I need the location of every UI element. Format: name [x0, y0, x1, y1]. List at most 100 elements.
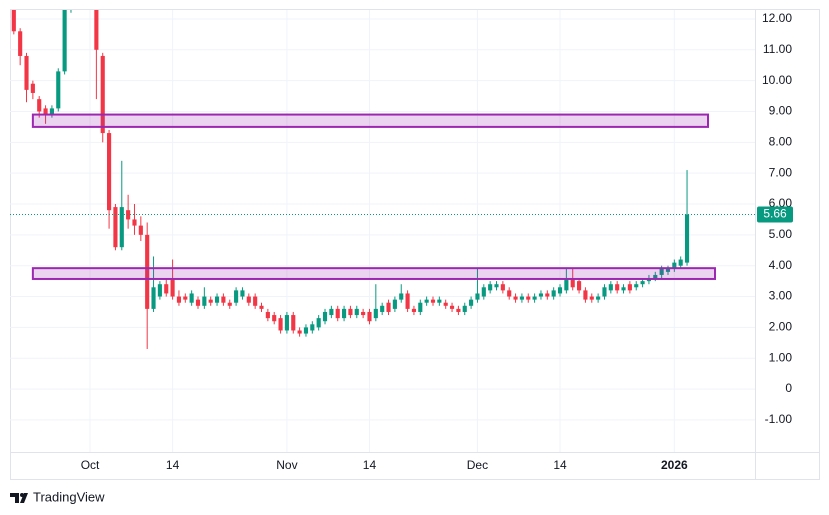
candle-body: [119, 207, 124, 248]
candle-body: [30, 83, 35, 93]
candle-body: [297, 330, 302, 334]
candle-body: [653, 274, 658, 279]
candle-body: [462, 305, 467, 312]
candle-body: [392, 299, 397, 309]
last-price-badge: [757, 206, 793, 223]
candle-body: [322, 311, 328, 322]
candle-body: [570, 278, 575, 288]
candle-body: [354, 308, 359, 316]
candle-body: [373, 308, 378, 319]
y-tick-label: 3.00: [769, 289, 793, 303]
candle-body: [37, 99, 42, 112]
candle-body: [342, 308, 347, 319]
x-tick-label: Nov: [276, 458, 297, 472]
candle-body: [500, 284, 505, 291]
candle-body: [621, 287, 626, 291]
candle-body: [424, 299, 429, 303]
candle-body: [69, 4, 73, 10]
candle-body: [551, 290, 556, 297]
candle-body: [151, 287, 156, 309]
candle-body: [449, 305, 455, 309]
x-tick-label: 14: [166, 458, 180, 472]
y-tick-label: 11.00: [763, 42, 792, 56]
candle-body: [596, 296, 601, 300]
candle-body: [214, 296, 220, 303]
candle-body: [678, 259, 683, 266]
y-tick-label: 5.00: [769, 227, 793, 241]
candle-body: [411, 308, 417, 312]
brand-logo: [10, 493, 28, 503]
candle-body: [640, 281, 645, 285]
candle-body: [672, 262, 677, 269]
candle-body: [24, 55, 29, 90]
plot-area: [10, 4, 755, 349]
candle-body: [170, 278, 175, 297]
candle-body: [310, 324, 315, 331]
candle-body: [557, 287, 563, 294]
candle-body: [126, 210, 131, 220]
candle-body: [183, 296, 188, 300]
candle-body: [278, 318, 283, 331]
candle-body: [49, 108, 54, 115]
x-tick-label: Dec: [467, 458, 488, 472]
candle-body: [532, 296, 537, 300]
candle-body: [164, 284, 169, 294]
candle-body: [195, 299, 201, 306]
candle-body: [634, 284, 639, 288]
candle-body: [437, 299, 442, 303]
candle-body: [107, 133, 112, 211]
y-tick-label: 2.00: [769, 320, 793, 334]
candle-body: [329, 308, 334, 316]
candle-body: [43, 108, 48, 115]
candle-body: [615, 284, 620, 291]
candle-body: [208, 299, 213, 303]
candle-body: [367, 311, 372, 322]
candle-body: [564, 278, 569, 291]
candle-body: [513, 296, 518, 300]
candle-body: [418, 302, 423, 312]
y-tick-label: 8.00: [769, 134, 793, 148]
candle-body: [113, 207, 118, 248]
candle-body: [234, 290, 239, 303]
candle-body: [583, 290, 588, 300]
candle-body: [545, 293, 550, 297]
x-tick-label: 14: [553, 458, 567, 472]
candle-body: [386, 302, 391, 312]
candle-body: [94, 10, 99, 50]
candle-body: [443, 302, 448, 306]
candle-body: [284, 315, 289, 331]
candle-body: [430, 299, 436, 303]
y-tick-label: 9.00: [769, 104, 793, 118]
candle-body: [361, 311, 366, 316]
candle-body: [265, 311, 270, 319]
zone-box: [31, 267, 716, 280]
candle-body: [475, 293, 480, 300]
y-tick-label: 10.00: [762, 73, 792, 87]
candle-body: [176, 296, 182, 303]
candle-body: [627, 284, 632, 291]
y-tick-label: 12.00: [762, 11, 792, 25]
candle-body: [577, 281, 582, 291]
candle-body: [538, 293, 544, 297]
y-tick-label: 4.00: [769, 258, 793, 272]
candle-body: [659, 268, 664, 275]
candle-body: [145, 234, 150, 309]
candle-body: [456, 308, 461, 312]
candle-body: [608, 284, 613, 291]
candle-body: [519, 296, 524, 300]
candle-body: [62, 10, 67, 72]
candle-body: [157, 284, 162, 297]
last-price-label: 5.66: [763, 207, 787, 221]
candle-body: [335, 308, 340, 319]
zone-box: [31, 113, 710, 128]
y-tick-label: 1.00: [769, 350, 793, 364]
candle-body: [316, 318, 321, 328]
chart-frame: [10, 9, 820, 480]
candle-body: [507, 290, 512, 297]
y-tick-label: -1.00: [765, 412, 793, 426]
candle-body: [488, 284, 493, 291]
candle-body: [684, 214, 690, 263]
candle-body: [303, 327, 309, 334]
candle-body: [481, 287, 486, 297]
candle-body: [272, 315, 277, 322]
